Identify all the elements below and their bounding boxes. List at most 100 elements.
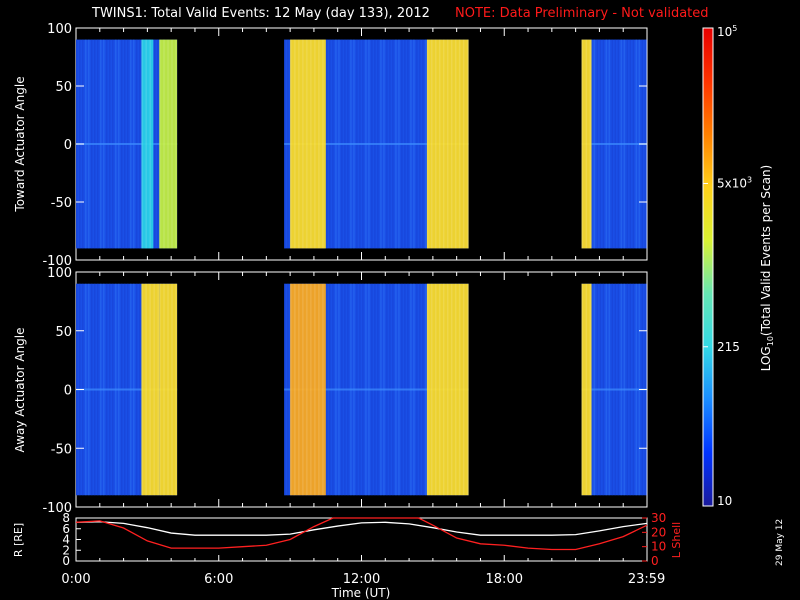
bright-band	[426, 39, 469, 249]
y-tick-label: -50	[51, 442, 72, 457]
lshell-tick-label: 0	[651, 554, 659, 568]
r-tick-label: 2	[62, 543, 70, 557]
band-texture	[318, 39, 320, 249]
y-tick-label: 0	[64, 138, 72, 153]
band-texture	[149, 283, 151, 496]
y-tick-label: 100	[47, 22, 72, 37]
band-texture	[446, 283, 449, 496]
band-texture	[302, 39, 304, 249]
y-tick-label: -50	[51, 196, 72, 211]
colorbar-fill	[703, 28, 713, 506]
band-texture	[171, 283, 173, 496]
time-tick-label: 23:59	[628, 572, 665, 587]
band-texture	[306, 283, 308, 496]
colorbar-tick-label: 105	[717, 24, 737, 39]
date-stamp: 29 May 12	[775, 519, 785, 566]
colorbar-tick-label: 5x103	[717, 175, 752, 190]
colorbar-label-sub: 10	[766, 336, 775, 346]
band-texture	[157, 283, 159, 496]
band-texture	[167, 39, 169, 249]
bright-band	[581, 39, 592, 249]
band-texture	[167, 283, 169, 496]
band-texture	[141, 39, 143, 249]
band-texture	[454, 283, 457, 496]
band-texture	[430, 283, 433, 496]
band-texture	[322, 39, 324, 249]
band-texture	[318, 283, 320, 496]
bright-band	[141, 39, 154, 249]
lshell-axis-label: L Shell	[670, 522, 683, 558]
band-texture	[430, 39, 433, 249]
y-tick-label: 50	[55, 80, 72, 95]
band-texture	[310, 39, 312, 249]
band-texture	[302, 283, 304, 496]
colorbar: 10 215 5x103 105 LOG10(Total Valid Events p…	[702, 24, 775, 508]
y-tick-label: 0	[64, 384, 72, 399]
band-texture	[171, 39, 173, 249]
band-texture	[446, 39, 449, 249]
band-texture	[458, 39, 461, 249]
bright-band	[159, 283, 178, 496]
orbit-panel-frame	[75, 517, 648, 562]
band-texture	[589, 283, 592, 496]
band-texture	[438, 283, 441, 496]
colorbar-label: LOG10(Total Valid Events per Scan)	[759, 165, 775, 372]
time-axis-label: Time (UT)	[331, 586, 391, 600]
band-texture	[159, 39, 161, 249]
lshell-tick-label: 20	[651, 525, 666, 539]
band-texture	[450, 39, 453, 249]
band-texture	[175, 39, 177, 249]
r-tick-label: 4	[62, 533, 70, 547]
r-axis-label: R [RE]	[12, 523, 25, 557]
r-tick-label: 6	[62, 522, 70, 536]
y-tick-label: 100	[47, 266, 72, 281]
toward-heatmap-panel: 100 50 0 -50 -100 Toward Actuator Angle	[13, 22, 648, 269]
series-line	[75, 521, 648, 536]
toward-y-ticks: 100 50 0 -50 -100	[42, 22, 648, 269]
band-texture	[175, 283, 177, 496]
band-texture	[153, 283, 155, 496]
colorbar-ticks: 10 215 5x103 105	[703, 24, 752, 508]
toward-heatmap-data	[76, 39, 647, 249]
band-texture	[145, 283, 147, 496]
band-texture	[434, 39, 437, 249]
band-texture	[294, 283, 296, 496]
band-texture	[581, 283, 584, 496]
preliminary-note: NOTE: Data Preliminary - Not validated	[455, 6, 709, 21]
y-tick-label: -100	[42, 501, 72, 516]
band-texture	[585, 39, 588, 249]
band-texture	[426, 39, 429, 249]
bright-band	[581, 283, 592, 496]
band-texture	[163, 39, 165, 249]
band-texture	[462, 39, 465, 249]
band-texture	[458, 283, 461, 496]
band-texture	[306, 39, 308, 249]
band-texture	[141, 283, 143, 496]
band-texture	[426, 283, 429, 496]
band-texture	[581, 39, 584, 249]
y-tick-label: -100	[42, 254, 72, 269]
bright-band	[159, 39, 178, 249]
colorbar-tick-label: 215	[717, 340, 740, 354]
band-texture	[450, 283, 453, 496]
band-texture	[438, 39, 441, 249]
away-heatmap-panel: 100 50 0 -50 -100 Away Actuator Angle	[13, 266, 648, 516]
away-y-axis-label: Away Actuator Angle	[13, 327, 27, 452]
colorbar-label-rest: (Total Valid Events per Scan)	[759, 165, 773, 336]
band-texture	[145, 39, 147, 249]
toward-y-axis-label: Toward Actuator Angle	[13, 76, 27, 212]
band-texture	[163, 283, 165, 496]
band-texture	[310, 283, 312, 496]
band-texture	[314, 283, 316, 496]
band-texture	[585, 283, 588, 496]
band-texture	[290, 283, 292, 496]
band-texture	[466, 283, 469, 496]
band-texture	[149, 39, 151, 249]
lshell-tick-label: 10	[651, 540, 666, 554]
lshell-tick-label: 30	[651, 511, 666, 525]
bright-band	[290, 283, 326, 496]
title-bar: TWINS1: Total Valid Events: 12 May (day …	[0, 6, 800, 24]
